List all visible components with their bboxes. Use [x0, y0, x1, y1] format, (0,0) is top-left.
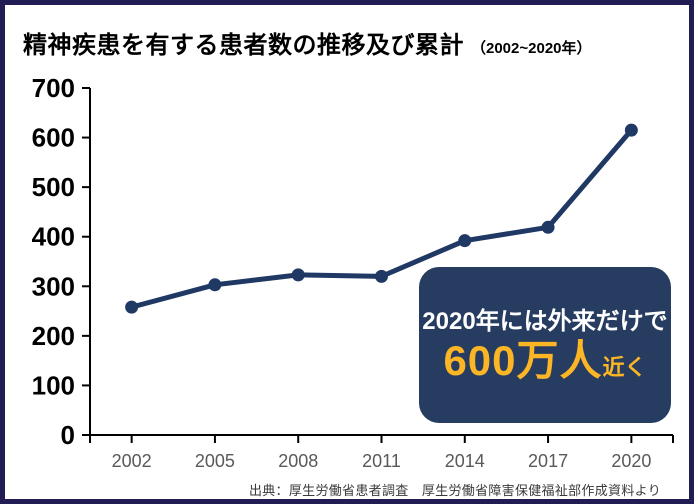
chart-title: 精神疾患を有する患者数の推移及び累計 （2002~2020年）	[23, 25, 592, 60]
svg-text:200: 200	[32, 321, 75, 351]
svg-text:2002: 2002	[112, 451, 152, 471]
svg-text:700: 700	[32, 73, 75, 103]
svg-text:2014: 2014	[445, 451, 485, 471]
line-chart: 0 100 200 300 400 500 600 700 2002 2005 2008 2011 20…	[32, 73, 674, 471]
svg-text:100: 100	[32, 370, 75, 400]
svg-text:400: 400	[32, 222, 75, 252]
svg-text:2008: 2008	[278, 451, 318, 471]
svg-text:600: 600	[32, 123, 75, 153]
svg-text:2020: 2020	[611, 451, 651, 471]
callout-line2: 600万人近く	[443, 340, 646, 382]
svg-text:2005: 2005	[195, 451, 235, 471]
chart-title-main: 精神疾患を有する患者数の推移及び累計	[23, 32, 464, 59]
callout-line1: 2020年には外来だけで	[422, 307, 668, 335]
svg-text:500: 500	[32, 172, 75, 202]
callout-suffix: 近く	[602, 355, 647, 381]
source-note: 出典：厚生労働省患者調査 厚生労働省障害保健福祉部作成資料より	[248, 483, 661, 498]
callout-box: 2020年には外来だけで 600万人近く	[419, 267, 671, 423]
svg-text:300: 300	[32, 271, 75, 301]
chart-title-sub: （2002~2020年）	[471, 40, 592, 57]
svg-text:2017: 2017	[528, 451, 568, 471]
svg-text:2011: 2011	[362, 451, 401, 471]
svg-text:0: 0	[61, 420, 75, 450]
callout-value: 600万人	[443, 337, 603, 385]
